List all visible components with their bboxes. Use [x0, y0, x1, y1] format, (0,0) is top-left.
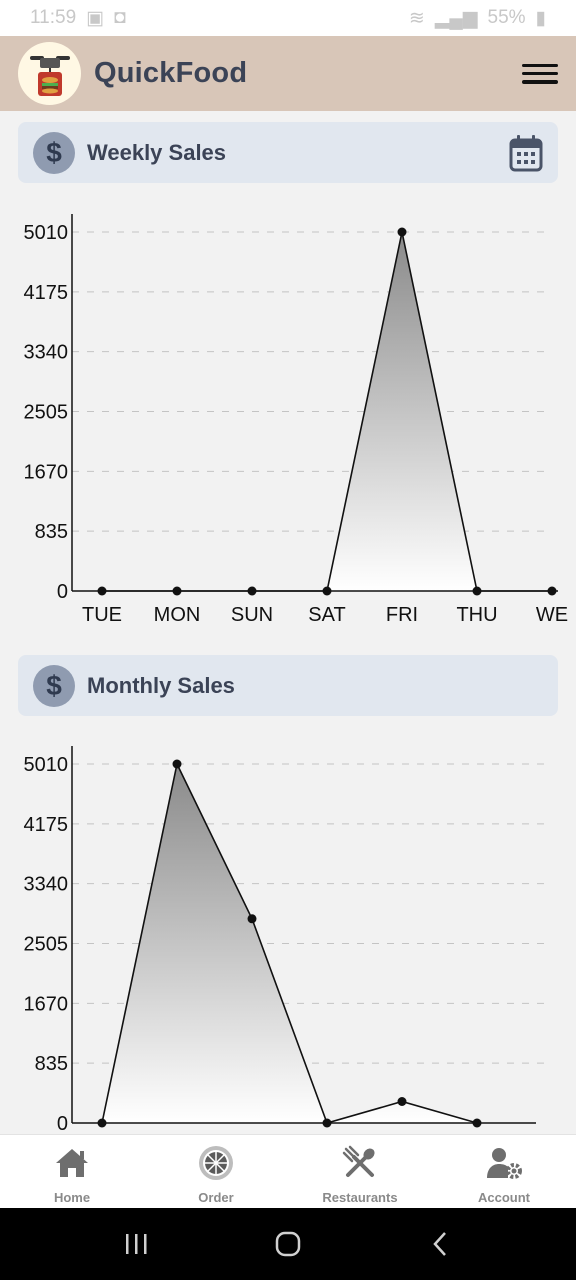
x-tick-label: WE: [536, 604, 568, 626]
recent-apps-icon: [126, 1234, 147, 1254]
battery-percent: 55%: [487, 7, 526, 28]
monthly-sales-title: Monthly Sales: [87, 672, 235, 698]
weekly-sales-chart: 0 835 1670 2505 3340 4175 5010 TUE MON SUN SAT FRI T…: [24, 214, 568, 626]
data-point: [172, 586, 182, 596]
status-time: 11:59: [30, 7, 77, 28]
data-point: [547, 586, 557, 596]
y-tick-label: 4175: [24, 814, 69, 836]
weekly-sales-title: Weekly Sales: [87, 139, 227, 165]
nav-order[interactable]: Order: [144, 1135, 288, 1209]
data-point: [472, 586, 482, 596]
menu-line: [522, 80, 558, 84]
drone-burger-logo-icon: [29, 55, 70, 96]
y-tick-label: 5010: [24, 222, 69, 244]
app-logo: [18, 42, 81, 105]
series-line: [101, 761, 478, 1124]
order-icon: [196, 1143, 236, 1183]
data-point: [472, 1118, 482, 1128]
data-point: [397, 1097, 407, 1107]
data-point: [322, 586, 332, 596]
data-point: [172, 759, 182, 769]
y-tick-label: 3340: [24, 874, 69, 896]
status-bar: 11:59 ▣ ◘ ≋ ▂▄▆ 55% ▮: [0, 0, 576, 36]
app-header: QuickFood: [0, 36, 576, 111]
back-chevron-icon: [433, 1232, 446, 1256]
data-point: [97, 586, 107, 596]
y-tick-label: 1670: [24, 461, 69, 483]
nav-account[interactable]: Account: [432, 1135, 576, 1209]
monthly-sales-header: $ Monthly Sales: [18, 655, 558, 716]
menu-line: [522, 63, 558, 67]
nav-home-label: Home: [53, 1190, 91, 1205]
home-circle-icon: [275, 1231, 301, 1257]
account-settings-icon: [484, 1143, 524, 1183]
bottom-navigation: Home Order Restaurants: [0, 1134, 576, 1209]
gallery-notification-icon: ▣: [86, 7, 105, 29]
data-point: [247, 914, 257, 924]
calendar-button[interactable]: [509, 134, 543, 172]
x-tick-label: MON: [154, 604, 201, 626]
system-navigation-bar: [0, 1208, 576, 1280]
y-tick-label: 2505: [24, 934, 69, 956]
y-tick-label: 835: [35, 521, 68, 543]
monthly-sales-chart: 0 835 1670 2505 3340 4175 5010: [24, 746, 548, 1134]
x-tick-label: FRI: [386, 604, 418, 626]
dollar-icon: $: [33, 664, 75, 707]
y-tick-label: 5010: [24, 754, 69, 776]
nav-order-label: Order: [198, 1190, 234, 1205]
y-tick-label: 3340: [24, 342, 69, 364]
menu-line: [522, 71, 558, 76]
wifi-icon: ≋: [408, 7, 425, 29]
restaurants-icon: [340, 1143, 380, 1183]
y-tick-label: 0: [57, 1113, 68, 1134]
data-point: [397, 227, 407, 237]
app-title: QuickFood: [94, 57, 248, 89]
home-system-button[interactable]: [258, 1219, 318, 1269]
area-fill: [102, 232, 552, 591]
nav-restaurants-label: Restaurants: [322, 1190, 398, 1205]
back-button[interactable]: [410, 1219, 470, 1269]
home-icon: [52, 1143, 92, 1183]
battery-icon: ▮: [535, 7, 546, 29]
area-fill: [102, 764, 477, 1123]
x-tick-label: THU: [456, 604, 497, 626]
calendar-icon: [509, 134, 543, 171]
signal-icon: ▂▄▆: [434, 7, 478, 29]
recent-apps-button[interactable]: [106, 1219, 166, 1269]
y-tick-label: 1670: [24, 993, 69, 1015]
y-tick-label: 4175: [24, 282, 69, 304]
data-point: [322, 1118, 332, 1128]
hamburger-menu-button[interactable]: [522, 59, 558, 89]
nav-restaurants[interactable]: Restaurants: [288, 1135, 432, 1209]
nav-account-label: Account: [478, 1190, 530, 1205]
message-notification-icon: ◘: [114, 7, 126, 28]
dollar-icon: $: [33, 131, 75, 174]
y-tick-label: 2505: [24, 402, 69, 424]
y-tick-label: 0: [57, 581, 68, 603]
x-tick-label: SAT: [308, 604, 345, 626]
y-tick-label: 835: [35, 1053, 68, 1075]
nav-home[interactable]: Home: [0, 1135, 144, 1209]
x-tick-label: TUE: [82, 604, 122, 626]
data-point: [247, 586, 257, 596]
data-point: [97, 1118, 107, 1128]
x-tick-label: SUN: [231, 604, 273, 626]
weekly-sales-header: $ Weekly Sales: [18, 122, 558, 183]
